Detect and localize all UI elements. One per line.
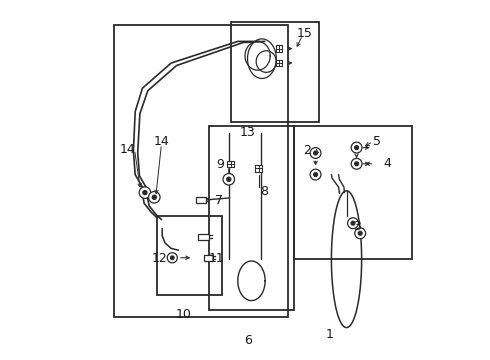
Circle shape xyxy=(358,231,362,235)
Text: 11: 11 xyxy=(209,252,225,265)
Circle shape xyxy=(223,174,235,185)
Circle shape xyxy=(347,218,358,229)
Bar xyxy=(209,126,294,310)
Bar xyxy=(196,197,206,203)
Bar xyxy=(203,255,213,261)
Text: 15: 15 xyxy=(296,27,312,40)
Text: 5: 5 xyxy=(373,135,382,148)
Text: 1: 1 xyxy=(326,328,334,341)
Circle shape xyxy=(139,187,151,198)
Circle shape xyxy=(227,177,231,181)
Text: 10: 10 xyxy=(176,309,192,321)
Circle shape xyxy=(355,146,359,149)
Circle shape xyxy=(351,158,362,169)
Circle shape xyxy=(351,221,355,225)
Bar xyxy=(276,45,282,52)
Circle shape xyxy=(314,173,318,176)
Bar xyxy=(198,234,209,240)
Bar xyxy=(157,216,221,295)
Bar xyxy=(276,60,282,66)
Text: 8: 8 xyxy=(261,185,269,198)
Circle shape xyxy=(310,169,321,180)
Text: 12: 12 xyxy=(151,252,167,265)
Bar xyxy=(114,25,288,317)
Circle shape xyxy=(355,228,366,239)
Circle shape xyxy=(351,142,362,153)
Circle shape xyxy=(167,253,177,263)
Circle shape xyxy=(148,192,160,203)
Circle shape xyxy=(143,190,147,195)
Circle shape xyxy=(355,162,359,166)
Text: 14: 14 xyxy=(153,135,170,148)
Circle shape xyxy=(152,195,156,199)
Text: 7: 7 xyxy=(215,194,223,207)
Text: 13: 13 xyxy=(240,126,256,139)
Text: 2: 2 xyxy=(303,144,311,157)
Circle shape xyxy=(310,148,321,158)
Bar xyxy=(294,126,413,259)
Text: 9: 9 xyxy=(216,158,224,171)
Circle shape xyxy=(314,151,318,155)
Bar xyxy=(231,22,319,122)
Circle shape xyxy=(171,256,174,260)
Text: 6: 6 xyxy=(244,334,252,347)
Text: 4: 4 xyxy=(383,157,391,170)
Text: 14: 14 xyxy=(120,143,136,156)
Bar xyxy=(227,161,234,167)
Bar xyxy=(255,165,262,172)
Text: 3: 3 xyxy=(353,220,361,233)
